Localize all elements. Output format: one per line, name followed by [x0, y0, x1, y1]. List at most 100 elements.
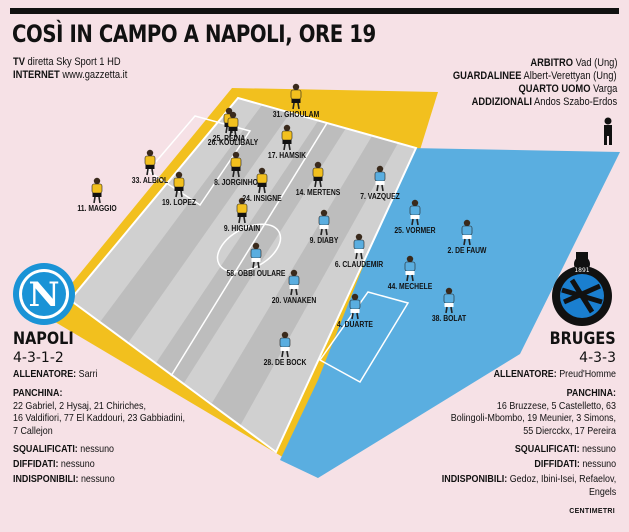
- bruges-player-label: 7. VAZQUEZ: [360, 192, 400, 201]
- bruges-suspended: SQUALIFICATI: nessuno: [515, 443, 616, 456]
- napoli-player-figure: [227, 111, 239, 138]
- napoli-logo: N: [13, 263, 75, 325]
- napoli-player-label: 8. JORGINHO: [214, 178, 258, 187]
- napoli-unavailable: INDISPONIBILI: nessuno: [13, 473, 115, 486]
- coach-label: ALLENATORE:: [493, 368, 557, 380]
- napoli-player-figure: [173, 171, 185, 198]
- bruges-player-label: 25. VORMER: [394, 226, 436, 235]
- bruges-border: [280, 148, 620, 478]
- napoli-player-label: 31. GHOULAM: [272, 110, 320, 119]
- units-label: CENTIMETRI: [569, 508, 615, 515]
- bruges-player-figure: [250, 242, 262, 269]
- bruges-player-figure: [374, 165, 386, 192]
- official-linesmen: GUARDALINEE Albert-Verettyan (Ung): [453, 70, 617, 82]
- napoli-player-figure: [236, 197, 248, 224]
- napoli-warned: DIFFIDATI: nessuno: [13, 458, 95, 471]
- suspended-value: nessuno: [80, 443, 115, 455]
- napoli-player-label: 14. MERTENS: [295, 188, 341, 197]
- bruges-coach: ALLENATORE: Preud'Homme: [494, 368, 616, 381]
- coach-label: ALLENATORE:: [13, 368, 77, 380]
- pitch-surface: [68, 96, 418, 454]
- unavailable-value: Gedoz, Ibini-Isei, Refaelov,: [509, 473, 616, 485]
- official-role: QUARTO UOMO: [518, 83, 591, 95]
- napoli-player-label: 9. HIGUAIN: [223, 224, 261, 233]
- warned-value: nessuno: [60, 458, 95, 470]
- bruges-player-label: 9. DIABY: [309, 236, 339, 245]
- bruges-unavailable: INDISPONIBILI: Gedoz, Ibini-Isei, Refael…: [442, 473, 616, 498]
- bruges-logo: 1891: [552, 252, 612, 326]
- tv-value: diretta Sky Sport 1 HD: [27, 56, 121, 68]
- bruges-player-label: 20. VANAKEN: [271, 296, 317, 305]
- napoli-player-label: 26. KOULIBALY: [207, 138, 259, 147]
- referee-figure: [604, 117, 612, 145]
- napoli-coach: ALLENATORE: Sarri: [13, 368, 97, 381]
- bruges-player-figure: [318, 209, 330, 236]
- bruges-player-figure: [409, 199, 421, 226]
- napoli-bench: PANCHINA: 22 Gabriel, 2 Hysaj, 21 Chiric…: [13, 387, 234, 437]
- official-role: ADDIZIONALI: [471, 96, 532, 108]
- napoli-suspended: SQUALIFICATI: nessuno: [13, 443, 114, 456]
- warned-label: DIFFIDATI:: [534, 458, 580, 470]
- tv-label: TV: [13, 56, 25, 68]
- bench-line: Bolingoli-Mbombo, 19 Meunier, 3 Simons,: [450, 412, 616, 424]
- bruges-player-figure: [443, 287, 455, 314]
- napoli-player-label: 24. INSIGNE: [242, 194, 282, 203]
- unavailable-label: INDISPONIBILI:: [441, 473, 508, 485]
- bruges-team-name: BRUGES: [549, 329, 616, 349]
- bruges-player-label: 28. DE BOCK: [263, 358, 307, 367]
- official-fourth: QUARTO UOMO Varga: [518, 83, 617, 95]
- bruges-player-figure: [288, 269, 300, 296]
- page-title: COSÌ IN CAMPO A NAPOLI, ORE 19: [12, 20, 376, 48]
- napoli-player-label: 19. LOPEZ: [161, 198, 197, 207]
- bruges-formation: 4-3-3: [579, 350, 616, 366]
- bruges-warned: DIFFIDATI: nessuno: [534, 458, 616, 471]
- bench-label: PANCHINA:: [566, 387, 616, 399]
- bruges-player-label: 2. DE FAUW: [447, 246, 487, 255]
- bruges-player-label: 58. OBBI OULARE: [226, 269, 286, 278]
- napoli-formation: 4-3-1-2: [13, 350, 64, 366]
- bruges-player-figure: [461, 219, 473, 246]
- official-name: Varga: [592, 83, 617, 95]
- suspended-label: SQUALIFICATI:: [514, 443, 580, 455]
- bruges-player-label: 4. DUARTE: [337, 320, 373, 329]
- official-name: Vad (Ung): [575, 57, 617, 69]
- bench-line: 7 Callejon: [13, 424, 53, 437]
- internet-info: INTERNET www.gazzetta.it: [13, 69, 127, 81]
- napoli-player-figure: [312, 161, 324, 188]
- official-additional: ADDIZIONALI Andos Szabo-Erdos: [471, 96, 617, 108]
- napoli-player-figure: [281, 124, 293, 151]
- internet-label: INTERNET: [13, 69, 60, 81]
- unavailable-value: Engels: [588, 485, 616, 498]
- coach-name: Preud'Homme: [559, 368, 616, 380]
- napoli-team-name: NAPOLI: [13, 329, 74, 349]
- bench-line: 16 Bruzzese, 5 Castelletto, 63: [496, 399, 616, 412]
- tv-info: TV diretta Sky Sport 1 HD: [13, 56, 121, 68]
- bench-line: 16 Valdifiori, 77 El Kaddouri, 23 Gabbia…: [13, 412, 186, 424]
- internet-value: www.gazzetta.it: [62, 69, 128, 81]
- official-referee: ARBITRO Vad (Ung): [530, 57, 617, 69]
- bruges-player-figure: [279, 331, 291, 358]
- bruges-player-label: 44. MECHELE: [387, 282, 433, 291]
- bruges-player-figure: [404, 255, 416, 282]
- napoli-player-label: 25. REINA: [212, 134, 246, 143]
- napoli-player-label: 17. HAMSIK: [267, 151, 307, 160]
- warned-value: nessuno: [582, 458, 616, 470]
- unavailable-label: INDISPONIBILI:: [13, 473, 79, 485]
- bruges-player-figure: [349, 293, 361, 320]
- napoli-logo-letter: N: [28, 275, 59, 315]
- bench-line: 22 Gabriel, 2 Hysaj, 21 Chiriches,: [13, 399, 146, 412]
- bruges-player-label: 6. CLAUDEMIR: [334, 260, 384, 269]
- bench-label: PANCHINA:: [13, 387, 63, 399]
- warned-label: DIFFIDATI:: [13, 458, 59, 470]
- official-name: Andos Szabo-Erdos: [533, 96, 617, 108]
- napoli-player-figure: [290, 83, 302, 110]
- bench-line: 55 Diercckx, 17 Pereira: [523, 424, 616, 437]
- napoli-player-label: 11. MAGGIO: [77, 204, 117, 213]
- napoli-player-figure: [256, 167, 268, 194]
- official-name: Albert-Verettyan (Ung): [523, 70, 617, 82]
- bruges-player-label: 38. BOLAT: [431, 314, 467, 323]
- napoli-player-figure: [230, 151, 242, 178]
- bruges-logo-year: 1891: [574, 267, 589, 274]
- coach-name: Sarri: [78, 368, 98, 380]
